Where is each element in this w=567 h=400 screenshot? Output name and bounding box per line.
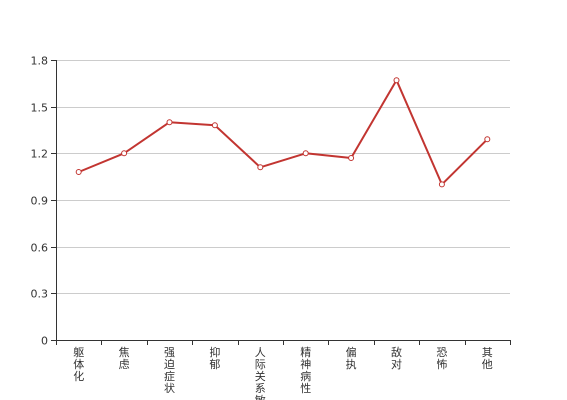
data-point bbox=[211, 122, 218, 129]
x-tick-label: 其他 bbox=[482, 346, 493, 371]
data-point bbox=[75, 169, 82, 175]
grid-lines bbox=[56, 60, 510, 294]
y-tick-label: 0.6 bbox=[31, 242, 49, 255]
y-tick-label: 0.3 bbox=[31, 288, 49, 301]
y-tick-label: 1.8 bbox=[31, 55, 49, 68]
y-tick-label: 0 bbox=[41, 335, 48, 348]
data-point bbox=[257, 164, 264, 171]
x-tick-label: 焦虑 bbox=[119, 346, 130, 371]
x-axis: 躯体化 焦虑 强迫症状 抑郁 人际关系敏感 精神病性 偏执 敌对 恐怖 其他 bbox=[56, 340, 511, 400]
x-tick-label: 抑郁 bbox=[209, 345, 220, 371]
x-tick-label: 精神病性 bbox=[300, 346, 311, 395]
y-tick-label: 1.5 bbox=[31, 102, 49, 115]
data-point bbox=[121, 150, 128, 157]
series-layer bbox=[75, 77, 491, 188]
data-point bbox=[348, 155, 355, 161]
x-tick-label: 躯体化 bbox=[73, 346, 84, 383]
data-point bbox=[484, 136, 491, 143]
data-point bbox=[393, 77, 400, 84]
y-tick-label: 0.9 bbox=[31, 195, 49, 208]
x-tick-label: 敌对 bbox=[391, 345, 402, 371]
series-line bbox=[77, 79, 489, 186]
data-point bbox=[438, 181, 445, 188]
data-point bbox=[166, 119, 173, 126]
x-tick-label: 偏执 bbox=[346, 345, 357, 371]
x-tick-label: 恐怖 bbox=[436, 346, 447, 371]
y-axis: 0 0.3 0.6 0.9 1.2 1.5 1.8 bbox=[31, 55, 57, 348]
x-tick-label: 强迫症状 bbox=[164, 346, 175, 395]
x-tick-label: 人际关系敏感 bbox=[255, 346, 266, 400]
data-point bbox=[302, 150, 309, 157]
y-tick-label: 1.2 bbox=[31, 148, 49, 161]
